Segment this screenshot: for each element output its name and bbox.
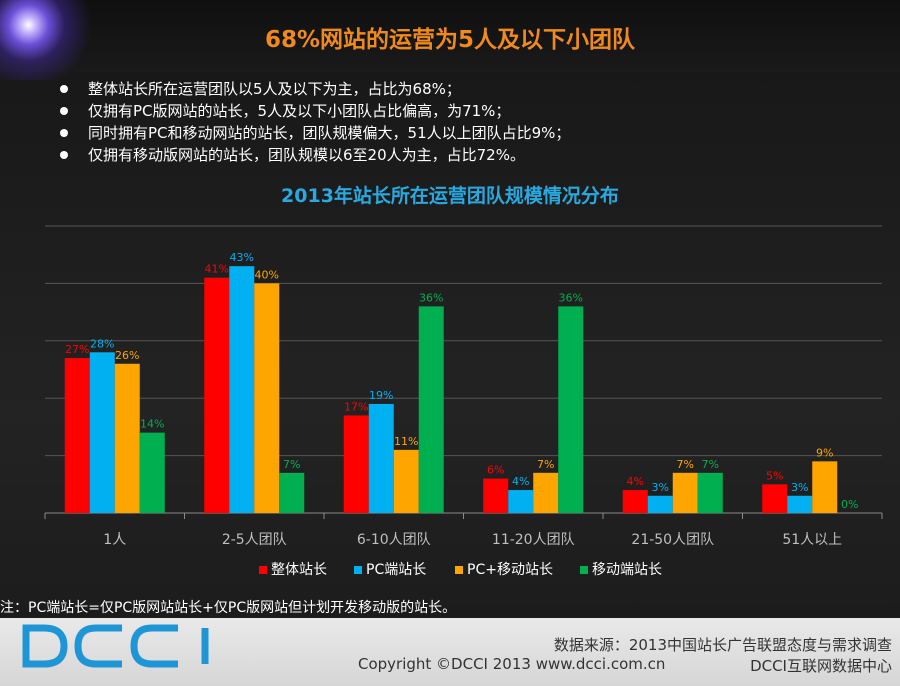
bar [697, 472, 723, 513]
legend-swatch [455, 566, 463, 574]
legend-label: PC+移动站长 [467, 562, 553, 578]
data-label: 7% [283, 458, 300, 471]
legend-swatch [580, 566, 588, 574]
page-title: 68%网站的运营为5人及以下小团队 [264, 27, 636, 53]
data-label: 41% [205, 263, 229, 276]
data-label: 5% [766, 469, 783, 482]
x-tick-label: 11-20人团队 [492, 532, 575, 548]
legend-label: PC端站长 [366, 562, 426, 578]
bar [812, 461, 838, 513]
bar [508, 490, 534, 513]
bar [622, 490, 648, 513]
bar [533, 472, 559, 513]
bar [279, 472, 305, 513]
data-label: 7% [537, 458, 554, 471]
data-label: 6% [487, 464, 504, 477]
legend-label: 整体站长 [271, 562, 327, 578]
logo-letter-c [74, 624, 122, 668]
bar [787, 495, 813, 513]
x-tick-label: 6-10人团队 [357, 532, 431, 548]
data-label: 26% [115, 349, 139, 362]
bar [343, 415, 369, 513]
bullet-item: 仅拥有移动版网站的站长，团队规模以6至20人为主，占比72%。 [60, 144, 570, 166]
bullet-item: 整体站长所在运营团队以5人及以下为主，占比为68%； [60, 78, 570, 100]
data-label: 40% [255, 268, 279, 281]
summary-bullets: 整体站长所在运营团队以5人及以下为主，占比为68%； 仅拥有PC版网站的站长，5… [60, 78, 570, 166]
data-label: 7% [677, 458, 694, 471]
data-label: 4% [627, 475, 644, 488]
dcci-logo [22, 624, 209, 668]
x-tick-label: 2-5人团队 [222, 532, 287, 548]
bar [139, 432, 165, 513]
light-orb-icon [0, 0, 100, 80]
legend-swatch [354, 566, 362, 574]
data-label: 43% [230, 251, 254, 264]
bar [672, 472, 698, 513]
bar [229, 266, 255, 513]
bar [254, 283, 280, 513]
bar [64, 358, 90, 513]
logo-letter-d [22, 624, 68, 668]
bar [762, 484, 788, 513]
bar [558, 306, 584, 513]
bar [393, 449, 419, 513]
bar-chart: 27% 28%26% 14% 1人 41%43%40% 7% 2-5人团队 17%19% 11%… [44, 225, 883, 578]
data-label: 11% [394, 435, 418, 448]
bar [89, 352, 115, 513]
data-label: 4% [512, 475, 529, 488]
header-band [0, 0, 900, 72]
data-label: 14% [140, 418, 164, 431]
bar [483, 478, 509, 513]
chart-title: 2013年站长所在运营团队规模情况分布 [281, 185, 619, 207]
bar [114, 363, 140, 513]
data-label: 19% [369, 389, 393, 402]
data-label: 9% [816, 446, 833, 459]
logo-letter-c [130, 624, 178, 668]
data-label: 0% [841, 498, 858, 511]
bar [418, 306, 444, 513]
legend-swatch [259, 566, 267, 574]
bullet-text: 仅拥有PC版网站的站长，5人及以下小团队占比偏高，为71%； [88, 102, 511, 120]
data-label: 36% [559, 291, 583, 304]
bullet-dot-icon [60, 151, 68, 159]
x-tick-label: 21-50人团队 [631, 532, 714, 548]
brand-name: DCCI互联网数据中心 [750, 657, 892, 675]
bullet-item: 仅拥有PC版网站的站长，5人及以下小团队占比偏高，为71%； [60, 100, 570, 122]
bullet-text: 整体站长所在运营团队以5人及以下为主，占比为68%； [88, 80, 461, 98]
copyright-text: Copyright ©DCCI 2013 www.dcci.com.cn [358, 655, 666, 673]
data-label: 27% [65, 343, 89, 356]
data-label: 3% [791, 481, 808, 494]
data-label: 28% [90, 337, 114, 350]
bullet-text: 仅拥有移动版网站的站长，团队规模以6至20人为主，占比72%。 [88, 146, 525, 164]
x-tick-label: 1人 [103, 532, 126, 548]
bullet-item: 同时拥有PC和移动网站的站长，团队规模偏大，51人以上团队占比9%； [60, 122, 570, 144]
footnote: 注：PC端站长=仅PC版网站站长+仅PC版网站但计划开发移动版的站长。 [0, 600, 457, 616]
bar [204, 277, 230, 513]
data-label: 7% [702, 458, 719, 471]
bar [647, 495, 673, 513]
bullet-text: 同时拥有PC和移动网站的站长，团队规模偏大，51人以上团队占比9%； [88, 124, 571, 142]
data-label: 3% [652, 481, 669, 494]
bullet-dot-icon [60, 85, 68, 93]
bullet-dot-icon [60, 107, 68, 115]
x-tick-label: 51人以上 [782, 532, 842, 548]
legend-label: 移动端站长 [592, 562, 662, 578]
bar [368, 403, 394, 513]
data-source: 数据来源：2013中国站长广告联盟态度与需求调查 [553, 636, 892, 654]
data-label: 36% [419, 291, 443, 304]
data-label: 17% [344, 400, 368, 413]
bullet-dot-icon [60, 129, 68, 137]
